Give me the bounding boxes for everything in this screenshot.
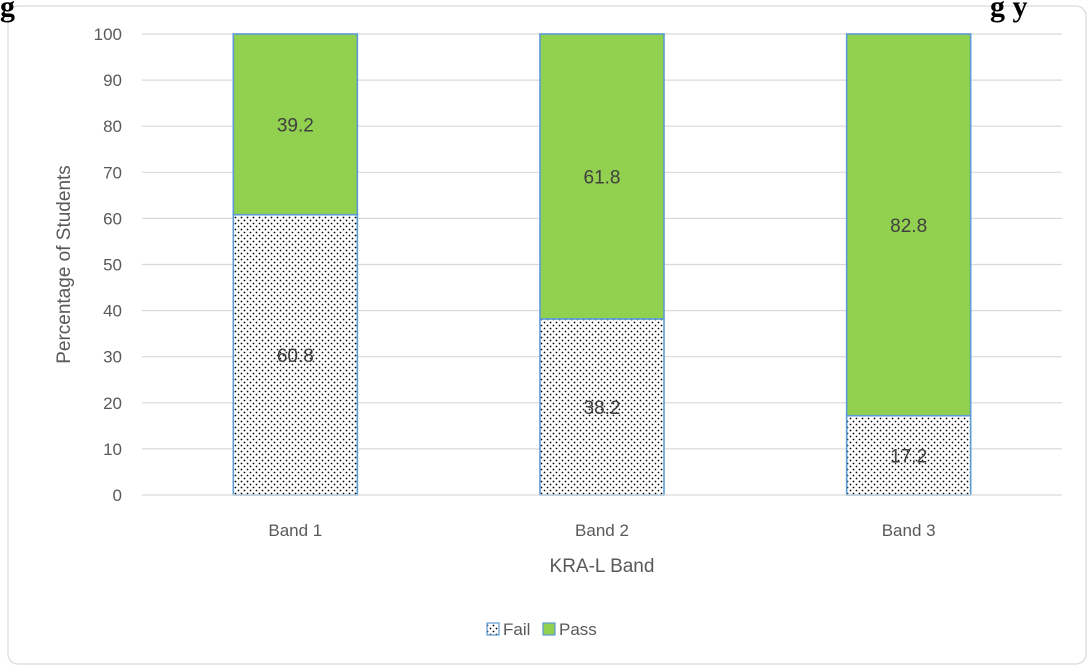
heading-right: g y xyxy=(990,0,1028,23)
bars xyxy=(232,33,972,496)
data-label-fail-1: 60.8 xyxy=(277,346,314,367)
y-tick-label: 40 xyxy=(103,302,122,321)
legend-swatch-fail xyxy=(486,622,500,636)
data-label-pass-3: 82.8 xyxy=(890,216,927,237)
heading-left: g xyxy=(0,0,15,23)
x-tick-label: Band 1 xyxy=(268,521,322,540)
x-tick-label: Band 3 xyxy=(882,521,936,540)
y-tick-label: 20 xyxy=(103,394,122,413)
x-axis-ticks: Band 1 Band 2 Band 3 xyxy=(268,521,935,540)
data-label-pass-1: 39.2 xyxy=(277,115,314,136)
y-tick-label: 0 xyxy=(113,486,122,505)
bar-fail-3 xyxy=(845,414,972,496)
y-tick-label: 10 xyxy=(103,440,122,459)
legend-label-pass: Pass xyxy=(559,620,597,639)
y-axis-title: Percentage of Students xyxy=(54,165,75,364)
y-tick-label: 100 xyxy=(94,25,122,44)
data-label-pass-2: 61.8 xyxy=(584,167,621,188)
data-labels: 60.8 39.2 38.2 61.8 17.2 82.8 xyxy=(277,115,927,467)
legend-label-fail: Fail xyxy=(503,620,530,639)
y-tick-label: 60 xyxy=(103,209,122,228)
y-tick-label: 80 xyxy=(103,117,122,136)
legend-swatch-pass xyxy=(542,622,556,636)
bar-fail-2 xyxy=(539,318,665,496)
data-label-fail-2: 38.2 xyxy=(584,398,621,419)
bar-pass-2 xyxy=(539,33,665,320)
y-tick-label: 70 xyxy=(103,163,122,182)
x-axis-title: KRA-L Band xyxy=(550,556,655,577)
y-tick-label: 30 xyxy=(103,348,122,367)
x-tick-label: Band 2 xyxy=(575,521,629,540)
y-axis-ticks: 0 10 20 30 40 50 60 70 80 90 100 xyxy=(94,25,122,505)
bar-fail-1 xyxy=(232,213,359,496)
y-tick-label: 50 xyxy=(103,256,122,275)
data-label-fail-3: 17.2 xyxy=(890,446,927,467)
legend: Fail Pass xyxy=(486,620,597,639)
bar-pass-1 xyxy=(232,33,359,216)
bar-pass-3 xyxy=(845,33,972,417)
y-tick-label: 90 xyxy=(103,71,122,90)
